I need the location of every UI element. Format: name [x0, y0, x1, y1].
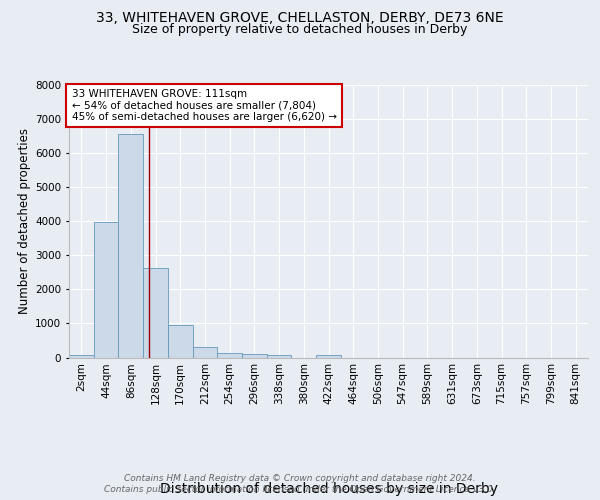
Bar — [267, 355, 292, 358]
Bar — [193, 347, 217, 358]
Bar — [118, 134, 143, 358]
X-axis label: Distribution of detached houses by size in Derby: Distribution of detached houses by size … — [160, 482, 497, 496]
Bar — [168, 325, 193, 358]
Text: 33 WHITEHAVEN GROVE: 111sqm
← 54% of detached houses are smaller (7,804)
45% of : 33 WHITEHAVEN GROVE: 111sqm ← 54% of det… — [71, 89, 337, 122]
Bar — [242, 354, 267, 358]
Bar — [143, 268, 168, 358]
Text: Contains HM Land Registry data © Crown copyright and database right 2024.
Contai: Contains HM Land Registry data © Crown c… — [104, 474, 496, 494]
Bar — [316, 355, 341, 358]
Text: Size of property relative to detached houses in Derby: Size of property relative to detached ho… — [133, 24, 467, 36]
Y-axis label: Number of detached properties: Number of detached properties — [18, 128, 31, 314]
Bar — [94, 222, 118, 358]
Bar — [217, 353, 242, 358]
Bar — [69, 355, 94, 358]
Text: 33, WHITEHAVEN GROVE, CHELLASTON, DERBY, DE73 6NE: 33, WHITEHAVEN GROVE, CHELLASTON, DERBY,… — [96, 11, 504, 25]
